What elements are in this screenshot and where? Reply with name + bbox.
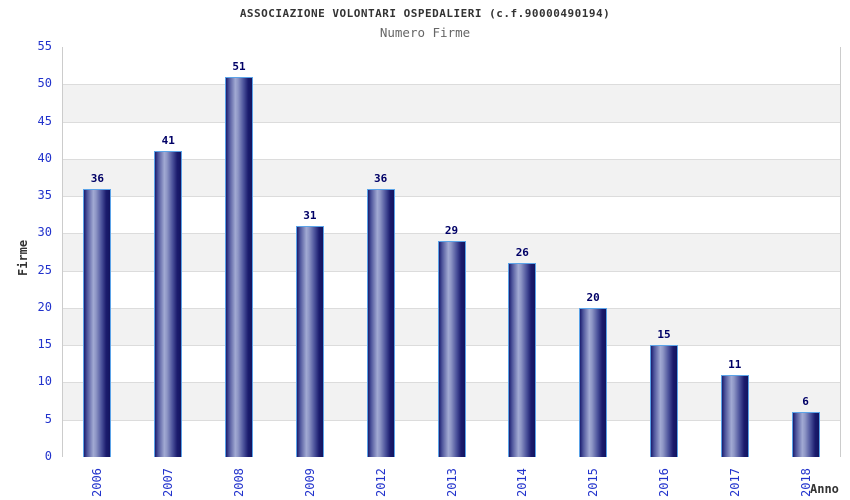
plot-band bbox=[63, 84, 840, 122]
x-tick-label: 2007 bbox=[161, 468, 176, 497]
y-tick-label: 20 bbox=[37, 299, 52, 314]
chart-title: ASSOCIAZIONE VOLONTARI OSPEDALIERI (c.f.… bbox=[239, 7, 611, 20]
x-tick-label: 2016 bbox=[656, 468, 671, 497]
y-axis: 0 5 10 15 20 25 30 35 40 45 50 55 bbox=[0, 39, 52, 463]
bar-value-label: 36 bbox=[374, 171, 388, 185]
x-tick-label: 2009 bbox=[302, 468, 317, 497]
gridline bbox=[63, 84, 840, 86]
bar bbox=[83, 188, 112, 457]
x-tick-label: 2012 bbox=[373, 468, 388, 497]
x-axis-title: Anno bbox=[810, 482, 839, 496]
x-tick-label: 2015 bbox=[586, 468, 601, 497]
x-tick-label: 2006 bbox=[90, 468, 105, 497]
bar bbox=[508, 263, 537, 457]
x-tick-label: 2017 bbox=[727, 468, 742, 497]
y-tick-label: 0 bbox=[44, 449, 52, 463]
bar-value-label: 31 bbox=[303, 208, 317, 222]
gridline bbox=[63, 233, 840, 235]
bar-value-label: 29 bbox=[444, 223, 459, 237]
plot-band bbox=[63, 47, 840, 85]
bar bbox=[295, 225, 324, 457]
plot-band bbox=[63, 196, 840, 234]
bar-value-label: 36 bbox=[90, 171, 105, 185]
plot-band bbox=[63, 121, 840, 159]
y-tick-label: 25 bbox=[37, 262, 52, 277]
bar-value-label: 26 bbox=[515, 246, 529, 260]
y-tick-label: 10 bbox=[37, 374, 52, 389]
bar bbox=[720, 375, 749, 457]
bar-value-label: 41 bbox=[161, 134, 175, 148]
y-tick-label: 30 bbox=[37, 225, 52, 240]
bar bbox=[649, 345, 678, 457]
gridline bbox=[63, 196, 840, 198]
y-tick-label: 15 bbox=[37, 337, 52, 352]
bar bbox=[225, 76, 254, 457]
bar bbox=[791, 412, 820, 457]
y-tick-label: 5 bbox=[44, 411, 52, 426]
bar-value-label: 15 bbox=[657, 328, 671, 342]
bar bbox=[154, 151, 183, 457]
bar-value-label: 20 bbox=[586, 290, 600, 304]
y-tick-label: 45 bbox=[37, 113, 52, 128]
x-tick-label: 2008 bbox=[232, 468, 247, 497]
x-axis: 2006 2007 2008 2009 2012 2013 2014 2015 2016 2017… bbox=[62, 459, 841, 499]
bar-value-label: 51 bbox=[232, 59, 246, 73]
x-tick-label: 2013 bbox=[444, 468, 459, 497]
y-tick-label: 50 bbox=[37, 76, 52, 91]
plot-band bbox=[63, 158, 840, 197]
bar-value-label: 6 bbox=[802, 395, 809, 409]
x-tick-label: 2014 bbox=[515, 468, 530, 497]
plot-area: 36 41 51 31 36 29 26 20 15 11 6 bbox=[62, 47, 841, 457]
chart-subtitle: Numero Firme bbox=[379, 25, 471, 40]
y-tick-label: 40 bbox=[37, 150, 52, 165]
bar bbox=[437, 240, 466, 457]
y-tick-label: 55 bbox=[37, 39, 52, 53]
bar-value-label: 11 bbox=[728, 358, 742, 371]
bar bbox=[579, 307, 608, 457]
gridline bbox=[63, 121, 840, 123]
bar bbox=[366, 188, 395, 457]
y-tick-label: 35 bbox=[37, 188, 52, 203]
gridline bbox=[63, 158, 840, 160]
